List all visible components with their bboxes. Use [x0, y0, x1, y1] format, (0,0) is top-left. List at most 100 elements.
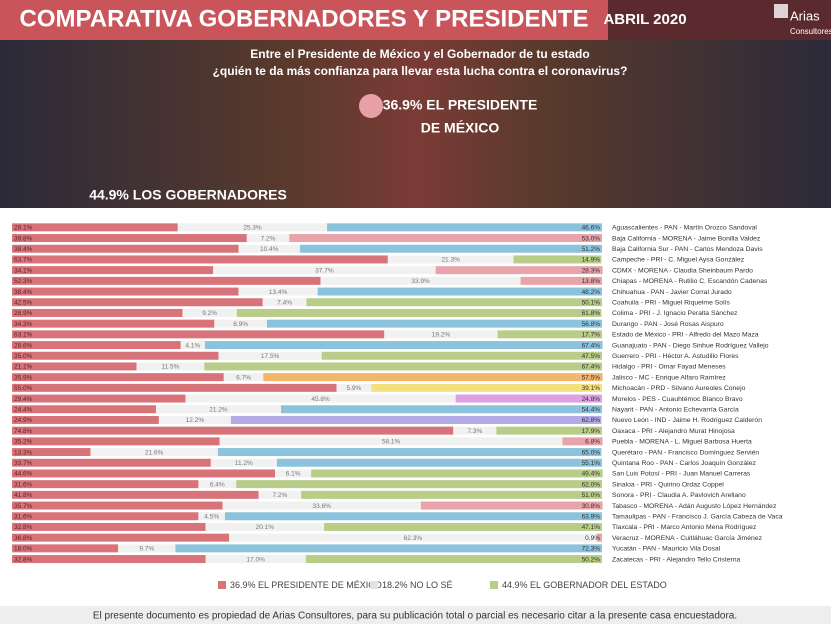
bar-segment — [266, 319, 602, 328]
bar-segment — [12, 533, 230, 542]
value-label: 28.3% — [582, 267, 601, 274]
bar-segment — [262, 298, 307, 307]
value-label: 39.8% — [14, 235, 33, 242]
bar-segment — [12, 362, 137, 371]
bar-segment — [12, 512, 199, 521]
value-label: 20.1% — [256, 524, 275, 531]
value-label: 34.1% — [14, 267, 33, 274]
value-label: 35.7% — [14, 503, 33, 510]
value-label: 9.7% — [139, 546, 154, 553]
bar-segment — [384, 330, 498, 339]
bar-segment — [12, 480, 199, 489]
question-line: Entre el Presidente de México y el Gober… — [250, 47, 589, 61]
value-label: 17.0% — [246, 556, 265, 563]
category-label: Campeche - PRI - C. Miguel Aysa González — [612, 257, 745, 264]
bar-segment — [236, 480, 602, 489]
bar-segment — [497, 330, 602, 339]
bar-segment — [12, 319, 215, 328]
bar-segment — [229, 533, 597, 542]
value-label: 50.1% — [582, 299, 601, 306]
value-label: 51.2% — [582, 246, 601, 253]
bar-segment — [455, 394, 602, 403]
value-label: 62.8% — [582, 417, 601, 424]
value-label: 58.1% — [382, 439, 401, 446]
bar-segment — [276, 458, 602, 467]
bar-segment — [180, 341, 205, 350]
bar-segment — [204, 362, 602, 371]
bar-segment — [224, 512, 603, 521]
bar-segment — [12, 255, 388, 264]
bar-segment — [210, 458, 277, 467]
value-label: 34.3% — [14, 321, 33, 328]
bar-segment — [12, 330, 385, 339]
bar-segment — [177, 223, 328, 232]
bar-segment — [238, 287, 318, 296]
value-label: 11.2% — [235, 460, 253, 467]
callout-governors: 44.9% LOS GOBERNADORES — [89, 187, 287, 203]
category-label: Tamaulipas - PAN - Francisco J. García C… — [612, 514, 783, 521]
value-label: 74.8% — [14, 428, 33, 435]
value-label: 41.8% — [14, 492, 33, 499]
category-label: Zacatecas - PRI - Alejandro Tello Criste… — [612, 556, 741, 563]
brand-name: Arias — [790, 8, 820, 23]
bar-segment — [12, 555, 206, 564]
category-label: Durango - PAN - José Rosas Aispuro — [612, 321, 724, 328]
value-label: 19.2% — [432, 332, 451, 339]
value-label: 72.3% — [582, 546, 601, 553]
bar-segment — [12, 298, 263, 307]
value-label: 6.8% — [585, 439, 600, 446]
footer: El presente documento es propiedad de Ar… — [93, 611, 737, 622]
value-label: 28.9% — [14, 310, 33, 317]
value-label: 33.6% — [313, 503, 332, 510]
category-label: Jalisco - MC - Enrique Alfaro Ramírez — [612, 374, 726, 381]
value-label: 47.1% — [582, 524, 601, 531]
category-label: Hidalgo - PRI - Omar Fayad Meneses — [612, 364, 726, 371]
value-label: 63.9% — [582, 513, 601, 520]
value-label: 42.5% — [14, 299, 33, 306]
category-label: Baja California - MORENA - Jaime Bonilla… — [612, 235, 761, 242]
value-label: 11.5% — [161, 364, 179, 371]
category-label: Nayarit - PAN - Antonio Echevarría Garcí… — [612, 407, 739, 414]
value-label: 62.0% — [582, 481, 601, 488]
legend-label: 44.9% EL GOBERNADOR DEL ESTADO — [502, 580, 667, 590]
value-label: 28.1% — [14, 225, 33, 232]
value-label: 28.6% — [14, 342, 33, 349]
bar-segment — [158, 415, 231, 424]
value-label: 55.0% — [14, 385, 33, 392]
value-label: 24.8% — [582, 396, 601, 403]
value-label: 7.2% — [272, 492, 287, 499]
title: COMPARATIVA GOBERNADORES Y PRESIDENTE — [20, 5, 589, 32]
bar-segment — [12, 415, 159, 424]
bar-segment — [12, 394, 186, 403]
bar-segment — [12, 373, 224, 382]
bar-segment — [238, 244, 300, 253]
bar-segment — [321, 351, 602, 360]
callout-president: 36.9% EL PRESIDENTE — [383, 97, 538, 113]
bar-segment — [12, 469, 276, 478]
value-label: 5.9% — [346, 385, 361, 392]
value-label: 44.6% — [14, 471, 33, 478]
legend-label: 18.2% NO LO SÉ — [382, 580, 453, 590]
callout-dot — [359, 94, 383, 118]
bar-segment — [218, 351, 322, 360]
value-label: 32.8% — [14, 524, 33, 531]
value-label: 12.2% — [186, 417, 205, 424]
bar-segment — [317, 287, 602, 296]
value-label: 33.9% — [411, 278, 430, 285]
category-label: Tabasco - MORENA - Adán Augusto López He… — [612, 503, 777, 510]
value-label: 53.0% — [582, 235, 601, 242]
category-label: Yucatán - PAN - Mauricio Vila Dosal — [612, 546, 721, 553]
value-label: 35.0% — [14, 353, 33, 360]
value-label: 39.1% — [582, 385, 601, 392]
chart: 28.1% 25.3% 46.6% Aguascalientes - PAN - Ma… — [12, 223, 783, 590]
bar-segment — [12, 522, 206, 531]
bar-segment — [12, 448, 91, 457]
bar-segment — [513, 255, 602, 264]
value-label: 24.9% — [14, 417, 33, 424]
value-label: 38.4% — [14, 289, 33, 296]
bar-segment — [236, 308, 602, 317]
bar-segment — [327, 223, 602, 232]
bar-segment — [289, 234, 602, 243]
value-label: 7.3% — [467, 428, 482, 435]
